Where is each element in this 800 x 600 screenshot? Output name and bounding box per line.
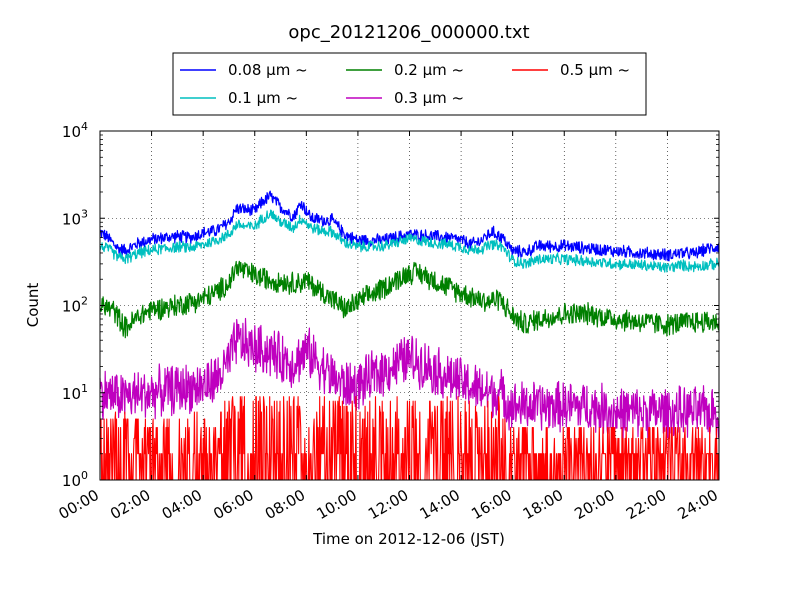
- legend-label-0: 0.08 μm ~: [228, 61, 308, 79]
- legend: 0.08 μm ~ 0.1 μm ~ 0.2 μm ~ 0.3 μm ~ 0.5 μm …: [172, 52, 647, 116]
- series-line-3: [99, 317, 720, 439]
- series-line-0: [99, 190, 720, 262]
- legend-label-3: 0.3 μm ~: [394, 89, 464, 107]
- legend-box: [172, 52, 647, 116]
- y-tick-label: 102: [62, 295, 88, 316]
- y-tick-label: 103: [62, 207, 88, 228]
- y-tick-label: 100: [62, 469, 88, 490]
- y-axis-ticks: 100 101 102 103 104: [62, 120, 719, 490]
- series-line-2: [99, 260, 720, 339]
- series-lines: [99, 190, 720, 481]
- y-axis-label: Count: [24, 283, 42, 328]
- series-line-4: [99, 396, 720, 481]
- plot-area: [99, 130, 720, 481]
- y-tick-label: 101: [62, 382, 88, 403]
- legend-label-1: 0.1 μm ~: [228, 89, 298, 107]
- series-line-1: [99, 209, 720, 273]
- y-tick-label: 104: [62, 120, 88, 141]
- chart-title: opc_20121206_000000.txt: [288, 22, 529, 43]
- legend-label-4: 0.5 μm ~: [560, 61, 630, 79]
- x-axis-label: Time on 2012-12-06 (JST): [312, 530, 505, 548]
- legend-label-2: 0.2 μm ~: [394, 61, 464, 79]
